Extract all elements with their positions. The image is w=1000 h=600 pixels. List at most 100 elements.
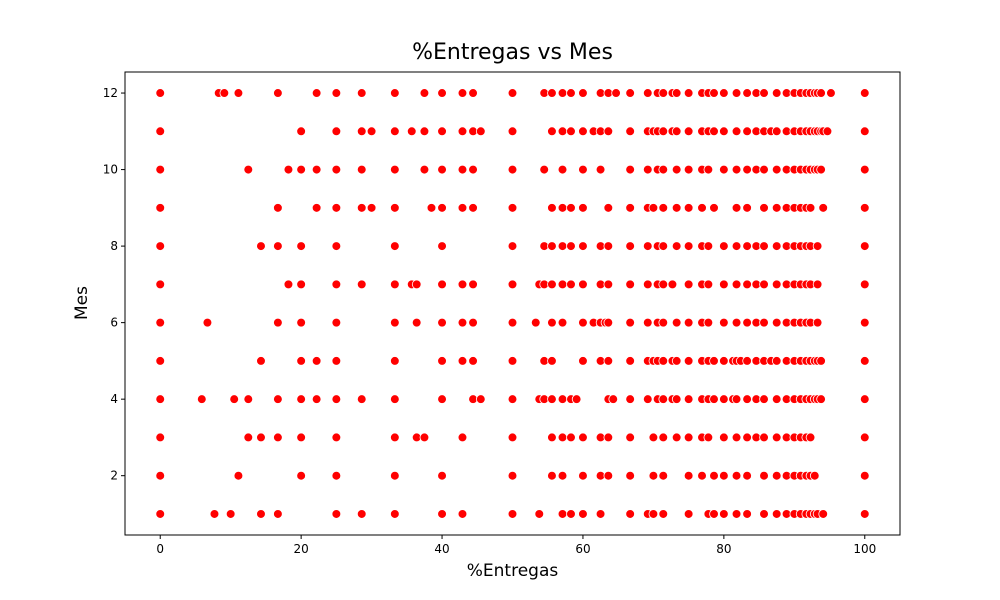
data-point xyxy=(648,203,659,213)
data-point xyxy=(578,88,588,98)
data-point xyxy=(859,317,870,328)
data-point xyxy=(155,509,166,519)
data-point xyxy=(683,356,694,366)
data-point xyxy=(625,241,635,251)
data-point xyxy=(457,126,468,137)
data-point xyxy=(256,432,266,443)
data-point xyxy=(625,164,635,175)
y-tick-label: 4 xyxy=(110,392,118,406)
data-point xyxy=(233,470,244,481)
data-point xyxy=(557,126,568,137)
data-point xyxy=(155,203,166,213)
data-point xyxy=(547,432,557,443)
data-point xyxy=(331,394,342,404)
data-point xyxy=(331,432,342,443)
data-point xyxy=(859,241,870,251)
data-point xyxy=(437,470,447,481)
data-point xyxy=(709,203,719,213)
data-point xyxy=(571,394,582,404)
data-point xyxy=(648,509,659,519)
data-point xyxy=(805,203,816,213)
data-point xyxy=(859,164,870,175)
data-point xyxy=(390,394,400,404)
data-point xyxy=(437,164,447,175)
data-point xyxy=(603,470,614,481)
data-point xyxy=(771,432,782,443)
data-point xyxy=(557,203,568,213)
data-point xyxy=(809,470,820,481)
data-point xyxy=(296,317,306,328)
data-point xyxy=(566,241,576,251)
x-tick-label: 80 xyxy=(716,542,731,556)
data-point xyxy=(719,164,729,175)
data-point xyxy=(818,509,828,519)
data-point xyxy=(731,241,742,251)
data-point xyxy=(507,126,518,137)
data-point xyxy=(356,126,367,137)
data-point xyxy=(648,432,659,443)
data-point xyxy=(759,317,769,328)
data-point xyxy=(437,241,447,251)
data-point xyxy=(457,164,468,175)
data-point xyxy=(683,470,694,481)
data-point xyxy=(697,470,707,481)
data-point xyxy=(539,164,549,175)
data-point xyxy=(475,126,486,137)
data-point xyxy=(390,509,400,519)
data-point xyxy=(296,126,306,137)
data-point xyxy=(709,88,719,98)
data-point xyxy=(683,394,694,404)
data-point xyxy=(771,126,782,137)
data-point xyxy=(507,203,518,213)
data-point xyxy=(155,356,166,366)
data-point xyxy=(331,203,342,213)
data-point xyxy=(273,509,283,519)
data-point xyxy=(608,394,619,404)
data-point xyxy=(603,432,614,443)
data-point xyxy=(202,317,213,328)
data-point xyxy=(534,509,545,519)
data-point xyxy=(547,356,557,366)
data-point xyxy=(296,356,306,366)
data-point xyxy=(437,203,447,213)
data-point xyxy=(859,394,870,404)
data-point xyxy=(709,356,719,366)
axes-frame xyxy=(124,71,901,536)
data-point xyxy=(243,394,254,404)
data-point xyxy=(818,203,828,213)
data-point xyxy=(759,432,769,443)
data-point xyxy=(771,279,782,290)
data-point xyxy=(390,317,400,328)
data-point xyxy=(578,241,588,251)
data-point xyxy=(406,126,417,137)
points-layer xyxy=(155,88,870,519)
data-point xyxy=(468,279,478,290)
data-point xyxy=(731,432,742,443)
data-point xyxy=(331,241,342,251)
data-point xyxy=(719,432,729,443)
data-point xyxy=(209,509,220,519)
data-point xyxy=(771,241,782,251)
data-point xyxy=(507,470,518,481)
data-point xyxy=(771,356,782,366)
data-point xyxy=(671,356,682,366)
data-point xyxy=(411,279,422,290)
data-point xyxy=(296,164,306,175)
data-point xyxy=(356,164,367,175)
data-point xyxy=(742,394,752,404)
y-tick-label: 8 xyxy=(110,239,118,253)
data-point xyxy=(283,164,294,175)
data-point xyxy=(273,432,283,443)
x-tick-label: 100 xyxy=(853,542,876,556)
data-point xyxy=(759,203,769,213)
data-point xyxy=(311,394,322,404)
data-point xyxy=(642,164,653,175)
data-point xyxy=(642,317,653,328)
data-point xyxy=(759,88,769,98)
data-point xyxy=(547,126,557,137)
data-point xyxy=(419,432,430,443)
data-point xyxy=(658,432,669,443)
data-point xyxy=(578,356,588,366)
data-point xyxy=(703,279,714,290)
